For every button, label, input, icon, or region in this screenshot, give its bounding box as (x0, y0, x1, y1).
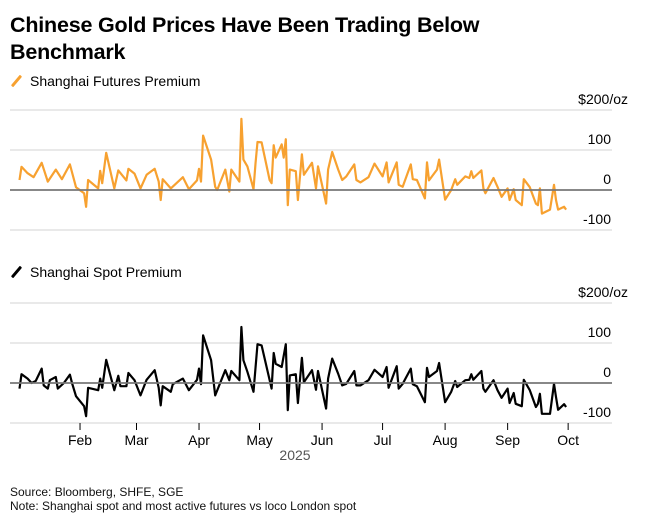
legend-label-futures: Shanghai Futures Premium (30, 73, 201, 89)
x-tick-label: Mar (124, 432, 148, 448)
x-tick-label: Jul (374, 432, 392, 448)
spot-premium-panel: -100 0 100 $200/oz Feb Mar Apr May Jun Jul Aug Sep O… (10, 284, 628, 448)
source-text: Source: Bloomberg, SHFE, SGE (10, 485, 184, 499)
y-tick-label: 100 (588, 131, 612, 147)
y-tick-label: 0 (603, 171, 611, 187)
x-tick-label: Apr (188, 432, 210, 448)
legend-spot: Shanghai Spot Premium (10, 264, 182, 280)
y-tick-label: 0 (603, 364, 611, 380)
x-tick-label: Feb (68, 432, 92, 448)
chart-area: -100 0 100 $200/oz -100 0 100 $200/oz Feb Mar Apr… (10, 91, 628, 463)
series-line (18, 325, 567, 418)
y-tick-label: 100 (588, 324, 612, 340)
y-tick-label: -100 (583, 211, 611, 227)
x-tick-label: May (246, 432, 272, 448)
futures-premium-panel: -100 0 100 $200/oz (10, 91, 628, 231)
series-line (18, 117, 567, 215)
legend-label-spot: Shanghai Spot Premium (30, 264, 182, 280)
y-tick-label: -100 (583, 404, 611, 420)
x-tick-label: Aug (433, 432, 458, 448)
note-text: Note: Shanghai spot and most active futu… (10, 499, 357, 513)
y-tick-label: $200/oz (578, 284, 628, 300)
chart-title: Chinese Gold Prices Have Been Trading Be… (10, 13, 480, 64)
x-tick-label: Sep (495, 432, 520, 448)
x-tick-label: Oct (557, 432, 579, 448)
x-tick-label: Jun (311, 432, 334, 448)
legend-futures: Shanghai Futures Premium (10, 73, 200, 89)
x-axis-label: 2025 (279, 447, 310, 463)
y-tick-label: $200/oz (578, 91, 628, 107)
